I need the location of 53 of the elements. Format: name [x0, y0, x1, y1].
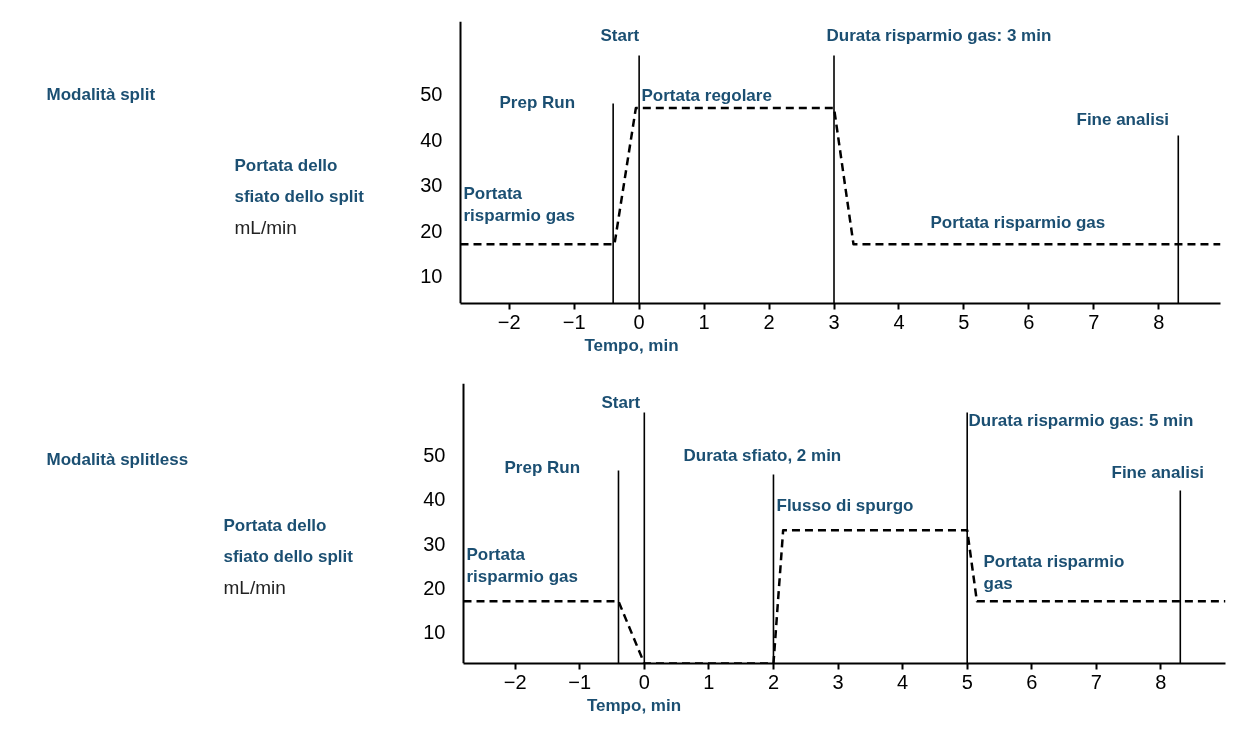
annotation: Portata regolare — [641, 86, 772, 105]
annotation: Portata risparmio gas — [466, 545, 578, 586]
y-tick-label: 40 — [423, 488, 446, 511]
ref-line-label: Start — [601, 393, 641, 412]
y-tick-label: 30 — [420, 174, 443, 197]
annotation: Portata risparmio gas — [983, 552, 1125, 593]
ref-line-label: Fine analisi — [1111, 463, 1205, 482]
x-tick-label: 2 — [767, 670, 780, 693]
y-axis-title: Portata dello sfiato dello split mL/min — [234, 156, 365, 238]
x-tick-label: 0 — [633, 310, 645, 333]
x-tick-label: 5 — [961, 670, 973, 693]
text: Modalità splitless — [46, 450, 189, 469]
x-tick-label: 5 — [958, 310, 970, 333]
x-tick-label: 3 — [828, 310, 840, 333]
x-tick-label: −2 — [497, 310, 521, 333]
y-tick-label: 10 — [420, 265, 443, 288]
x-tick-label: 2 — [763, 310, 775, 333]
x-tick-label: 3 — [832, 670, 844, 693]
x-axis-title: Tempo, min — [584, 335, 679, 355]
x-tick-label: 6 — [1023, 310, 1035, 333]
x-tick-label: 4 — [893, 310, 905, 333]
y-tick-label: 20 — [423, 576, 446, 599]
y-tick-label: 20 — [420, 219, 443, 242]
y-tick-label: 30 — [423, 532, 446, 555]
y-tick-label: 50 — [423, 443, 446, 466]
x-tick-label: 7 — [1088, 310, 1100, 333]
y-tick-label: 50 — [420, 83, 443, 106]
ref-line-label: Durata risparmio gas: 3 min — [826, 26, 1052, 45]
ref-line-label: Durata sfiato, 2 min — [683, 446, 842, 465]
ref-line-label: Durata risparmio gas: 5 min — [968, 411, 1194, 430]
text: Modalità split — [46, 85, 156, 104]
annotation: Portata risparmio gas — [463, 184, 575, 225]
x-tick-label: −1 — [568, 670, 592, 693]
x-tick-label: −2 — [503, 670, 527, 693]
x-tick-label: 4 — [897, 670, 909, 693]
y-tick-label: 40 — [420, 128, 443, 151]
x-tick-label: 1 — [703, 670, 715, 693]
x-tick-label: 8 — [1155, 670, 1167, 693]
ref-line-label: Start — [600, 26, 640, 45]
x-axis-title: Tempo, min — [586, 695, 682, 715]
x-tick-label: 8 — [1153, 310, 1165, 333]
y-tick-label: 10 — [423, 621, 446, 644]
x-tick-label: 6 — [1026, 670, 1038, 693]
x-tick-label: 7 — [1090, 670, 1102, 693]
y-axis-title: Portata dello sfiato dello split mL/min — [223, 516, 354, 598]
annotation: Flusso di spurgo — [776, 496, 914, 515]
x-tick-label: 1 — [698, 310, 710, 333]
ref-line-label: Prep Run — [499, 93, 576, 112]
x-tick-label: −1 — [562, 310, 586, 333]
x-tick-label: 0 — [638, 670, 650, 693]
ref-line-label: Fine analisi — [1076, 110, 1170, 129]
annotation: Portata risparmio gas — [930, 213, 1106, 232]
ref-line-label: Prep Run — [504, 458, 581, 477]
